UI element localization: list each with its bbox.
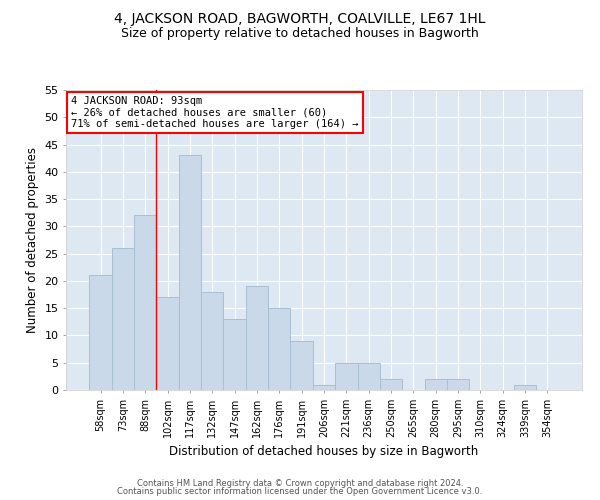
- Bar: [201, 292, 223, 390]
- Bar: [134, 216, 157, 390]
- Bar: [157, 298, 179, 390]
- Bar: [246, 286, 268, 390]
- Text: 4, JACKSON ROAD, BAGWORTH, COALVILLE, LE67 1HL: 4, JACKSON ROAD, BAGWORTH, COALVILLE, LE…: [114, 12, 486, 26]
- Bar: [335, 362, 358, 390]
- Bar: [112, 248, 134, 390]
- Bar: [268, 308, 290, 390]
- Text: 4 JACKSON ROAD: 93sqm
← 26% of detached houses are smaller (60)
71% of semi-deta: 4 JACKSON ROAD: 93sqm ← 26% of detached …: [71, 96, 359, 129]
- Bar: [425, 379, 447, 390]
- Text: Contains public sector information licensed under the Open Government Licence v3: Contains public sector information licen…: [118, 487, 482, 496]
- X-axis label: Distribution of detached houses by size in Bagworth: Distribution of detached houses by size …: [169, 446, 479, 458]
- Bar: [313, 384, 335, 390]
- Bar: [514, 384, 536, 390]
- Y-axis label: Number of detached properties: Number of detached properties: [26, 147, 38, 333]
- Bar: [447, 379, 469, 390]
- Text: Size of property relative to detached houses in Bagworth: Size of property relative to detached ho…: [121, 28, 479, 40]
- Bar: [89, 276, 112, 390]
- Text: Contains HM Land Registry data © Crown copyright and database right 2024.: Contains HM Land Registry data © Crown c…: [137, 478, 463, 488]
- Bar: [358, 362, 380, 390]
- Bar: [380, 379, 402, 390]
- Bar: [290, 341, 313, 390]
- Bar: [179, 156, 201, 390]
- Bar: [223, 319, 246, 390]
